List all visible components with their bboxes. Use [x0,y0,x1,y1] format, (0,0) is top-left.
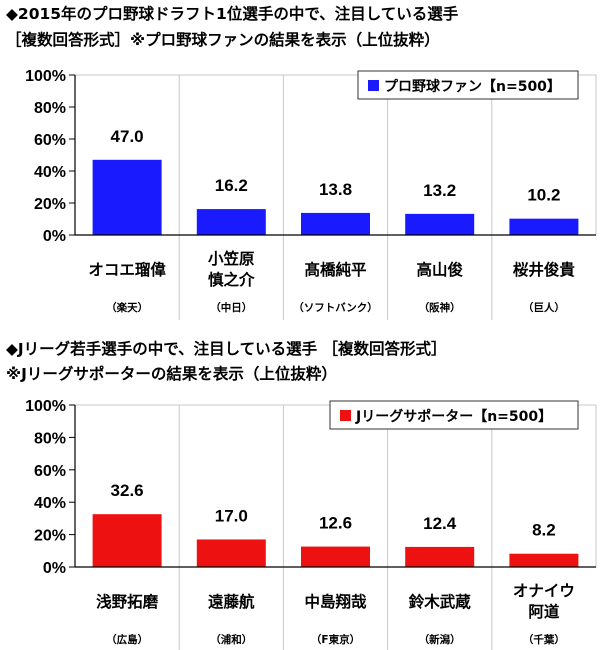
chart2-ytick-label: 0% [43,560,66,577]
chart1-category-label: 小笠原 [208,249,255,268]
chart1-category-label: 慎之介 [208,270,255,289]
chart2-bar [92,514,162,567]
chart1-team-label: （阪神） [419,301,461,314]
chart2-ytick-label: 40% [34,495,66,512]
chart2-team-label: （千葉） [523,633,565,646]
chart1-value-label: 13.2 [423,181,456,200]
chart2-value-label: 12.6 [319,514,352,533]
chart1-team-label: （楽天） [106,301,148,314]
chart1-value-label: 16.2 [215,176,248,195]
chart2-ytick-label: 100% [25,398,66,415]
chart2-category-label: 遠藤航 [208,592,255,611]
chart1-ytick-label: 80% [34,100,66,117]
chart2-team-label: （新潟） [419,633,461,646]
chart1-bar [196,209,266,235]
chart1-bar [509,218,579,235]
chart1-title-line1: ◆2015年のプロ野球ドラフト1位選手の中で、注目している選手 [6,5,459,23]
chart2-category-label: 阿道 [528,602,560,621]
chart1-title-line2: ［複数回答形式］※プロ野球ファンの結果を表示（上位抜粋） [6,31,440,49]
chart2-value-label: 17.0 [215,506,248,525]
chart1-ytick-label: 60% [34,132,66,149]
chart2-category-label: オナイウ [513,582,575,600]
chart2-bar [405,546,475,567]
chart2-category-label: 浅野拓磨 [96,592,159,611]
chart2-ytick-label: 20% [34,528,66,545]
chart1-bar [405,213,475,235]
chart2-value-label: 8.2 [532,521,556,540]
chart1-ytick-label: 40% [34,164,66,181]
chart1-team-label: （巨人） [523,301,565,314]
chart2-value-label: 32.6 [111,481,144,500]
chart1-ytick-label: 0% [43,228,66,245]
chart2-legend-box [329,400,579,430]
chart2-team-label: （浦和） [210,633,252,646]
chart1-team-label: （ソフトバンク） [293,301,378,314]
chart1-bar [92,159,162,235]
chart1-bar [301,212,370,235]
chart2-title-line1: ◆Jリーグ若手選手の中で、注目している選手 ［複数回答形式］ [6,340,447,358]
chart1-value-label: 47.0 [111,127,144,146]
chart1-value-label: 13.8 [319,180,352,199]
chart2-value-label: 12.4 [423,514,457,533]
chart2-legend-label: Jリーグサポーター【n=500】 [355,408,552,425]
chart1-team-label: （中日） [210,301,252,314]
chart1-ytick-label: 100% [25,68,66,85]
chart2-bar [509,553,579,567]
chart2-team-label: （F東京） [311,633,360,646]
chart2-team-label: （広島） [106,633,148,646]
chart2-ytick-label: 80% [34,430,66,447]
chart1-category-label: 高山俊 [416,260,463,279]
chart1-bar-chart: 0% 20% 40% 60% 80% 100% 47.0 オコエ瑠偉 （楽天） 16.2 小笠原慎之… [25,68,597,320]
chart2-bar [301,546,370,567]
chart1-legend-label: プロ野球ファン【n=500】 [384,78,561,95]
chart2-category-label: 中島翔哉 [304,592,367,611]
chart1-category-label: 髙橋純平 [304,260,367,279]
chart2-legend-swatch [340,410,351,421]
chart2-bar [196,539,266,567]
chart1-category-label: オコエ瑠偉 [88,260,166,279]
chart1-category-label: 桜井俊貴 [513,260,576,279]
chart1-value-label: 10.2 [527,186,560,205]
chart1-legend-swatch [368,80,379,91]
chart2-category-label: 鈴木武蔵 [409,592,472,611]
chart1-legend-box [357,70,579,100]
chart2-ytick-label: 60% [34,463,66,480]
chart1-ytick-label: 20% [34,196,66,213]
chart2-bar-chart: 0% 20% 40% 60% 80% 100% 32.6 浅野拓磨 （広島） 17.0 遠藤航 （浦和… [25,398,597,650]
chart2-title-line2: ※Jリーグサポーターの結果を表示（上位抜粋） [6,365,337,383]
